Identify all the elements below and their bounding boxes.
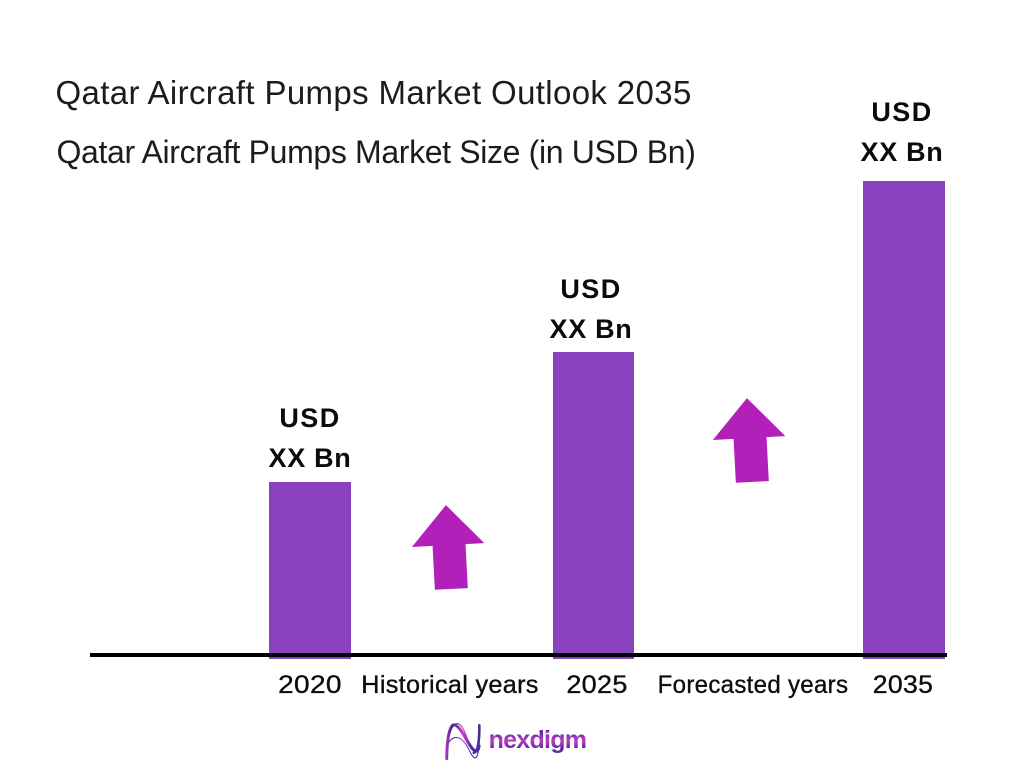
svg-text:nexdigm: nexdigm: [489, 726, 587, 754]
